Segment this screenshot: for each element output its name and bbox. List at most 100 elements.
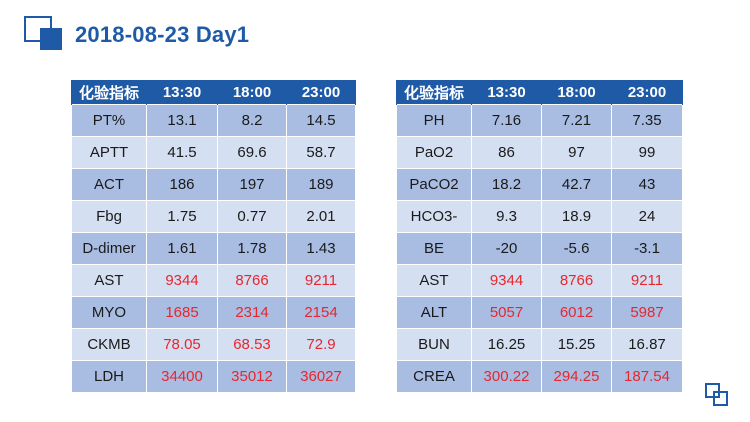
indicator-name: ALT <box>396 296 472 329</box>
table-row: PaO2 86 97 99 <box>396 136 683 169</box>
column-header: 18:00 <box>541 80 612 105</box>
value-cell: 34400 <box>146 360 218 393</box>
value-cell: -3.1 <box>611 232 683 265</box>
column-header: 23:00 <box>611 80 683 105</box>
table-row: AST 9344 8766 9211 <box>71 264 356 297</box>
value-cell: 2154 <box>286 296 356 329</box>
value-cell: 189 <box>286 168 356 201</box>
value-cell: 2314 <box>217 296 287 329</box>
value-cell: 8766 <box>217 264 287 297</box>
value-cell: 186 <box>146 168 218 201</box>
value-cell: 86 <box>471 136 542 169</box>
indicator-name: CREA <box>396 360 472 393</box>
table-row: CREA 300.22 294.25 187.54 <box>396 360 683 393</box>
indicator-name: PH <box>396 104 472 137</box>
indicator-name: PaO2 <box>396 136 472 169</box>
table-row: AST 9344 8766 9211 <box>396 264 683 297</box>
lab-table-right: 化验指标 13:30 18:00 23:00 PH 7.16 7.21 7.35 PaO… <box>396 80 683 393</box>
indicator-name: CKMB <box>71 328 147 361</box>
indicator-name: BE <box>396 232 472 265</box>
table-row: PH 7.16 7.21 7.35 <box>396 104 683 137</box>
value-cell: 15.25 <box>541 328 612 361</box>
lab-table-left: 化验指标 13:30 18:00 23:00 PT% 13.1 8.2 14.5 APT… <box>71 80 356 393</box>
page-title: 2018-08-23 Day1 <box>75 22 250 47</box>
indicator-name: HCO3- <box>396 200 472 233</box>
table-header-row: 化验指标 13:30 18:00 23:00 <box>71 80 356 105</box>
indicator-name: D-dimer <box>71 232 147 265</box>
value-cell: 78.05 <box>146 328 218 361</box>
value-cell: 14.5 <box>286 104 356 137</box>
column-header: 23:00 <box>286 80 356 105</box>
indicator-name: AST <box>396 264 472 297</box>
value-cell: 43 <box>611 168 683 201</box>
table-row: BE -20 -5.6 -3.1 <box>396 232 683 265</box>
table-row: BUN 16.25 15.25 16.87 <box>396 328 683 361</box>
value-cell: 2.01 <box>286 200 356 233</box>
value-cell: -5.6 <box>541 232 612 265</box>
value-cell: 42.7 <box>541 168 612 201</box>
value-cell: 197 <box>217 168 287 201</box>
value-cell: 41.5 <box>146 136 218 169</box>
table-row: ALT 5057 6012 5987 <box>396 296 683 329</box>
value-cell: 9344 <box>471 264 542 297</box>
value-cell: 9344 <box>146 264 218 297</box>
value-cell: 58.7 <box>286 136 356 169</box>
indicator-name: PaCO2 <box>396 168 472 201</box>
column-header: 化验指标 <box>71 80 147 105</box>
value-cell: 5987 <box>611 296 683 329</box>
value-cell: 72.9 <box>286 328 356 361</box>
value-cell: 1.75 <box>146 200 218 233</box>
column-header: 化验指标 <box>396 80 472 105</box>
table-row: Fbg 1.75 0.77 2.01 <box>71 200 356 233</box>
value-cell: 7.21 <box>541 104 612 137</box>
value-cell: 18.9 <box>541 200 612 233</box>
value-cell: 35012 <box>217 360 287 393</box>
value-cell: 16.87 <box>611 328 683 361</box>
table-header-row: 化验指标 13:30 18:00 23:00 <box>396 80 683 105</box>
indicator-name: Fbg <box>71 200 147 233</box>
value-cell: 5057 <box>471 296 542 329</box>
table-row: PT% 13.1 8.2 14.5 <box>71 104 356 137</box>
column-header: 13:30 <box>471 80 542 105</box>
value-cell: 8766 <box>541 264 612 297</box>
table-row: HCO3- 9.3 18.9 24 <box>396 200 683 233</box>
column-header: 13:30 <box>146 80 218 105</box>
indicator-name: PT% <box>71 104 147 137</box>
value-cell: 36027 <box>286 360 356 393</box>
value-cell: 9211 <box>611 264 683 297</box>
column-header: 18:00 <box>217 80 287 105</box>
table-row: CKMB 78.05 68.53 72.9 <box>71 328 356 361</box>
indicator-name: APTT <box>71 136 147 169</box>
value-cell: 8.2 <box>217 104 287 137</box>
indicator-name: BUN <box>396 328 472 361</box>
value-cell: 9.3 <box>471 200 542 233</box>
value-cell: 1.61 <box>146 232 218 265</box>
value-cell: 7.16 <box>471 104 542 137</box>
value-cell: 187.54 <box>611 360 683 393</box>
value-cell: 69.6 <box>217 136 287 169</box>
overlapping-squares-icon <box>24 16 62 50</box>
value-cell: 99 <box>611 136 683 169</box>
overlapping-squares-icon <box>705 383 728 406</box>
value-cell: 1.43 <box>286 232 356 265</box>
table-row: D-dimer 1.61 1.78 1.43 <box>71 232 356 265</box>
value-cell: 294.25 <box>541 360 612 393</box>
table-row: APTT 41.5 69.6 58.7 <box>71 136 356 169</box>
table-row: ACT 186 197 189 <box>71 168 356 201</box>
value-cell: -20 <box>471 232 542 265</box>
table-row: MYO 1685 2314 2154 <box>71 296 356 329</box>
value-cell: 1685 <box>146 296 218 329</box>
indicator-name: ACT <box>71 168 147 201</box>
table-row: LDH 34400 35012 36027 <box>71 360 356 393</box>
value-cell: 18.2 <box>471 168 542 201</box>
value-cell: 16.25 <box>471 328 542 361</box>
value-cell: 6012 <box>541 296 612 329</box>
value-cell: 1.78 <box>217 232 287 265</box>
value-cell: 0.77 <box>217 200 287 233</box>
indicator-name: LDH <box>71 360 147 393</box>
value-cell: 7.35 <box>611 104 683 137</box>
value-cell: 97 <box>541 136 612 169</box>
value-cell: 68.53 <box>217 328 287 361</box>
table-row: PaCO2 18.2 42.7 43 <box>396 168 683 201</box>
indicator-name: AST <box>71 264 147 297</box>
